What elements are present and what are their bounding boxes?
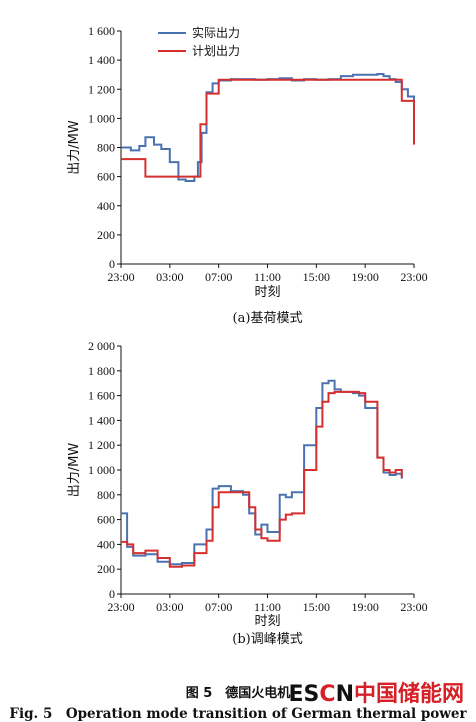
legend-label: 计划出力 <box>192 44 240 58</box>
legend-label: 实际出力 <box>192 25 240 40</box>
y-tick-label: 1 000 <box>88 111 115 125</box>
y-tick-label: 1 200 <box>88 82 115 96</box>
y-tick-label: 800 <box>97 141 115 155</box>
x-tick-label: 15:00 <box>303 600 330 614</box>
x-tick-label: 15:00 <box>303 270 330 284</box>
y-tick-label: 1 400 <box>88 53 115 67</box>
y-tick-label: 400 <box>97 537 115 551</box>
x-axis-title: 时刻 <box>254 614 280 629</box>
y-tick-label: 2 000 <box>88 339 115 353</box>
y-tick-label: 1 000 <box>88 463 115 477</box>
chart-panel-1: 0 200 400 600 800 1 000 1 200 1 400 1 600 23:00 03… <box>67 24 428 326</box>
figure-caption-en: Fig. 5 Operation mode transition of Germ… <box>9 706 467 722</box>
y-tick-label: 600 <box>97 170 115 184</box>
figure-caption-cn: 图 5 德国火电机 <box>185 686 291 701</box>
x-tick-label: 23:00 <box>400 270 427 284</box>
x-tick-label: 23:00 <box>107 270 134 284</box>
y-tick-label: 0 <box>109 257 115 271</box>
y-tick-label: 1 400 <box>88 413 115 427</box>
y-axis-title: 出力/MW <box>67 120 82 175</box>
x-tick-label: 03:00 <box>156 270 183 284</box>
x-tick-label: 11:00 <box>254 600 281 614</box>
x-tick-label: 07:00 <box>205 270 232 284</box>
watermark-logo: ESCN中国储能网 <box>288 682 464 707</box>
y-tick-label: 400 <box>97 199 115 213</box>
x-tick-label: 19:00 <box>351 270 378 284</box>
y-tick-label: 1 200 <box>88 438 115 452</box>
x-axis-title: 时刻 <box>254 285 280 300</box>
y-tick-label: 200 <box>97 228 115 242</box>
series-line-actual <box>121 73 415 182</box>
chart-subtitle: (b)调峰模式 <box>232 632 302 647</box>
y-tick-label: 1 600 <box>88 389 115 403</box>
y-axis-title: 出力/MW <box>67 443 82 498</box>
x-tick-label: 23:00 <box>400 600 427 614</box>
y-tick-label: 200 <box>97 562 115 576</box>
y-tick-label: 0 <box>109 587 115 601</box>
y-tick-label: 1 600 <box>88 24 115 38</box>
x-tick-label: 11:00 <box>254 270 281 284</box>
y-tick-label: 1 800 <box>88 364 115 378</box>
chart-panel-2: 0 200 400 600 800 1 000 1 200 1 400 1 600 1 800 2 … <box>67 339 428 647</box>
series-line-planned <box>121 78 415 178</box>
x-tick-label: 19:00 <box>351 600 378 614</box>
chart-subtitle: (a)基荷模式 <box>233 311 303 326</box>
x-tick-label: 03:00 <box>156 600 183 614</box>
x-tick-label: 07:00 <box>205 600 232 614</box>
x-tick-label: 23:00 <box>107 600 134 614</box>
y-tick-label: 800 <box>97 488 115 502</box>
series-line-planned <box>121 390 403 568</box>
y-tick-label: 600 <box>97 513 115 527</box>
